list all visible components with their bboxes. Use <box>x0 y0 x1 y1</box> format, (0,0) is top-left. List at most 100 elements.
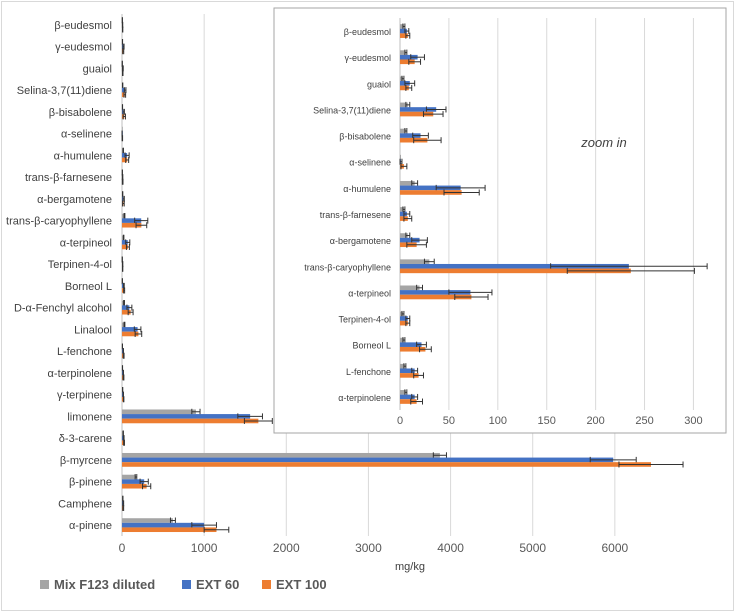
main-bar <box>122 157 128 163</box>
main-bar <box>122 457 614 463</box>
main-category-label: Terpinen-4-ol <box>48 259 112 271</box>
inset-bar <box>400 128 406 134</box>
main-category-label: α-terpineol <box>60 237 112 249</box>
legend-label: Mix F123 diluted <box>54 577 155 592</box>
main-bar <box>122 522 205 528</box>
main-bar <box>122 309 131 315</box>
main-x-tick-label: 5000 <box>519 541 546 555</box>
main-category-label: Selina-3,7(11)diene <box>17 85 112 97</box>
main-x-tick-label: 0 <box>119 541 126 555</box>
main-bar <box>122 474 136 480</box>
inset-bar <box>400 390 406 395</box>
inset-bar <box>400 28 407 34</box>
main-category-label: L-fenchone <box>57 346 112 358</box>
inset-bar <box>400 50 406 55</box>
inset-x-tick-label: 150 <box>538 415 556 427</box>
main-bar <box>122 527 217 533</box>
inset-bar <box>400 85 409 91</box>
main-bar <box>122 244 128 250</box>
inset-panel <box>273 7 727 434</box>
main-bar <box>122 327 138 332</box>
inset-bar <box>400 373 419 378</box>
main-x-tick-label: 1000 <box>191 541 218 555</box>
main-bar <box>122 305 130 310</box>
inset-category-label: γ-eudesmol <box>344 53 391 63</box>
inset-category-label: α-selinene <box>349 158 391 168</box>
inset-category-label: α-terpineol <box>348 288 391 298</box>
main-x-tick-label: 6000 <box>602 541 629 555</box>
inset-category-label: β-eudesmol <box>344 27 391 37</box>
main-bar <box>122 235 124 241</box>
legend-swatch <box>182 580 191 589</box>
main-category-label: β-bisabolene <box>49 107 112 119</box>
main-category-label: guaiol <box>83 63 112 75</box>
inset-bar <box>400 263 629 269</box>
inset-category-label: α-bergamotene <box>330 236 391 246</box>
inset-bar <box>400 290 471 295</box>
inset-bar <box>400 342 422 347</box>
main-bar <box>122 218 142 223</box>
inset-bar <box>400 316 408 321</box>
legend-label: EXT 60 <box>196 577 239 592</box>
inset-bar <box>400 154 401 160</box>
inset-bar <box>400 102 408 108</box>
legend-label: EXT 100 <box>276 577 327 592</box>
inset-x-tick-label: 0 <box>397 415 403 427</box>
inset-category-label: α-terpinolene <box>338 393 391 403</box>
main-bar <box>122 409 196 415</box>
inset-category-label: trans-β-caryophyllene <box>304 262 391 272</box>
inset-category-label: β-bisabolene <box>339 132 391 142</box>
main-category-label: α-pinene <box>69 520 112 532</box>
main-category-label: α-bergamotene <box>37 194 112 206</box>
inset-bar <box>400 54 418 60</box>
main-x-axis-title: mg/kg <box>395 561 425 573</box>
inset-bar <box>400 111 434 117</box>
main-category-label: Linalool <box>74 324 112 336</box>
inset-x-tick-label: 50 <box>443 415 455 427</box>
inset-bar <box>400 190 462 195</box>
inset-bar <box>400 107 437 112</box>
main-category-label: limonene <box>67 411 112 423</box>
inset-bar <box>400 33 408 38</box>
main-bar <box>122 331 139 337</box>
inset-bar <box>400 233 408 238</box>
inset-bar <box>400 320 408 326</box>
main-category-label: δ-3-carene <box>59 433 112 445</box>
inset-bar <box>400 207 404 212</box>
inset-bar <box>400 394 415 400</box>
inset-bar <box>400 259 430 264</box>
main-category-label: trans-β-farnesene <box>25 172 112 184</box>
inset-bar <box>400 133 421 138</box>
main-bar <box>122 479 145 484</box>
legend-swatch <box>262 580 271 589</box>
main-bar <box>122 396 124 402</box>
inset-bar <box>400 337 404 343</box>
main-x-tick-label: 3000 <box>355 541 382 555</box>
inset-bar <box>400 268 631 274</box>
main-category-label: β-myrcene <box>60 455 112 467</box>
main-category-label: γ-terpinene <box>57 390 112 402</box>
inset-bar <box>400 399 417 404</box>
main-x-tick-label: 4000 <box>437 541 464 555</box>
main-category-label: β-eudesmol <box>54 20 112 32</box>
main-category-label: trans-β-caryophyllene <box>6 216 112 228</box>
inset-bar <box>400 185 461 191</box>
inset-bar <box>400 346 426 352</box>
main-bar <box>122 92 125 98</box>
inset-bar <box>400 368 415 374</box>
main-category-label: Camphene <box>58 498 112 510</box>
main-category-label: β-pinene <box>69 477 112 489</box>
legend-swatch <box>40 580 49 589</box>
main-bar <box>122 87 126 93</box>
inset-category-label: Borneol L <box>352 341 391 351</box>
inset-category-label: L-fenchone <box>346 367 391 377</box>
main-bar <box>122 126 123 132</box>
main-category-label: D-α-Fenchyl alcohol <box>14 303 112 315</box>
main-x-tick-label: 2000 <box>273 541 300 555</box>
zoom-annotation: zoom in <box>580 135 627 150</box>
main-bar <box>122 418 259 424</box>
inset-bar <box>400 24 404 29</box>
inset-category-label: Terpinen-4-ol <box>338 315 391 325</box>
main-category-label: γ-eudesmol <box>55 42 112 54</box>
